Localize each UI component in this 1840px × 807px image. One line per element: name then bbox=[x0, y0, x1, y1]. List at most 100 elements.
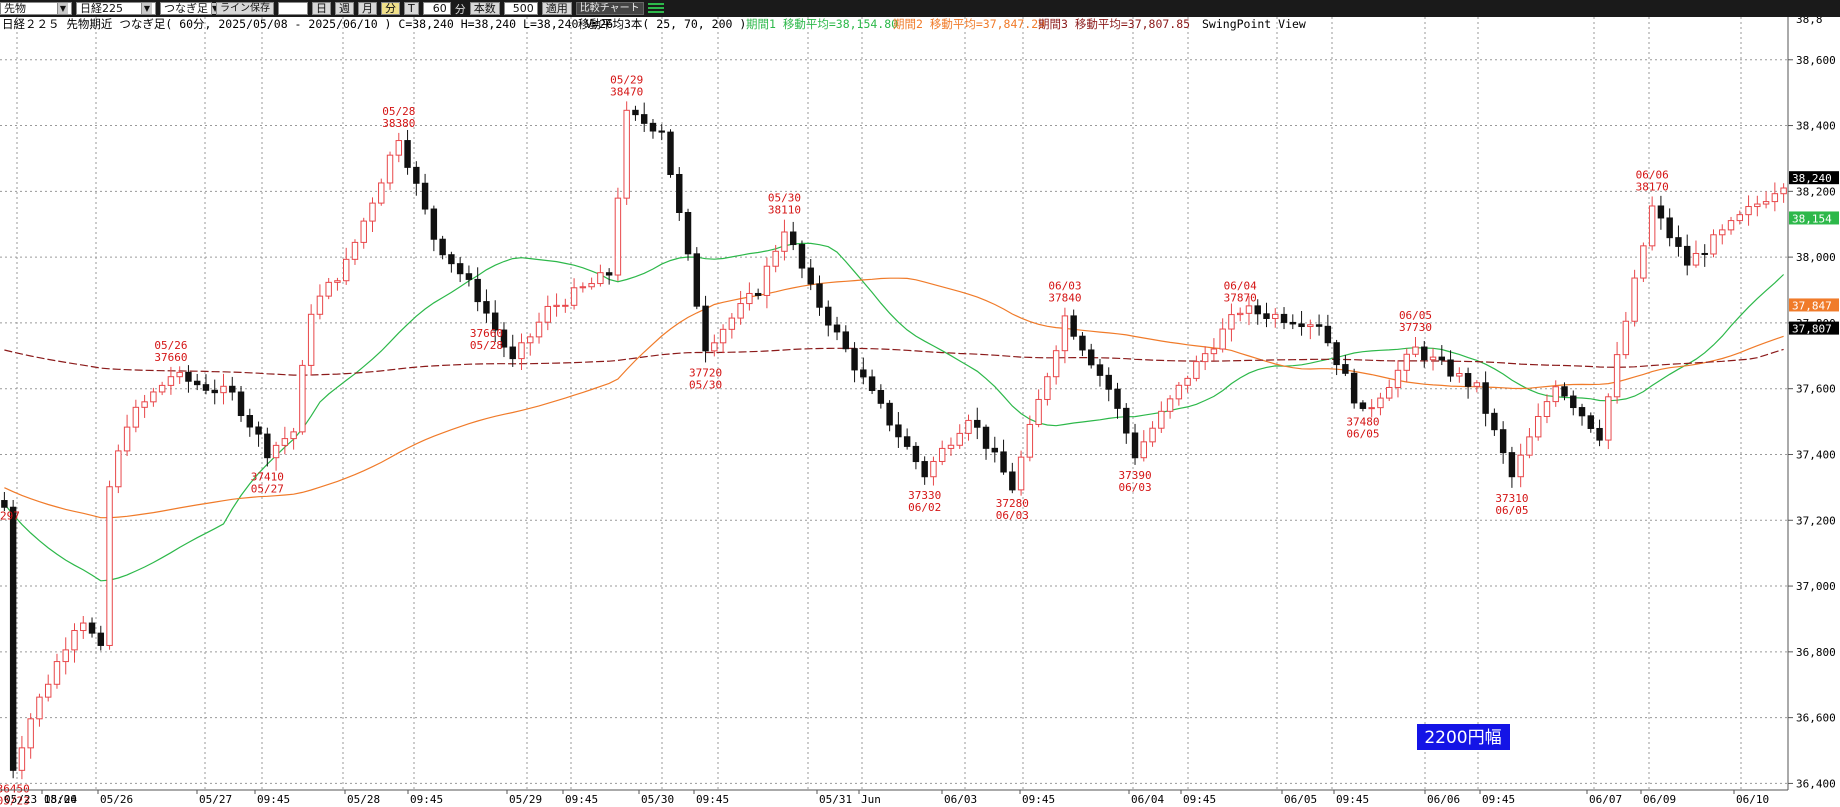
candle-down bbox=[649, 122, 657, 132]
period-month-button[interactable]: 月 bbox=[358, 2, 377, 15]
x-tick-label: 09:45 bbox=[1022, 793, 1055, 806]
candle-down bbox=[193, 380, 201, 386]
swing-low-value: 37480 bbox=[1346, 415, 1379, 428]
swing-high-date: 06/06 bbox=[1636, 168, 1669, 181]
candle-down bbox=[991, 447, 999, 453]
candle-up bbox=[299, 364, 306, 433]
x-tick-label: 05/26 bbox=[100, 793, 133, 806]
y-tick-label: 37,200 bbox=[1796, 514, 1836, 527]
candle-up bbox=[53, 661, 61, 685]
candle-down bbox=[1570, 395, 1577, 409]
chart-kind-select[interactable]: つなぎ足▼ bbox=[160, 2, 219, 15]
apply-button[interactable]: 適用 bbox=[541, 2, 572, 15]
period-minute-button[interactable]: 分 bbox=[381, 2, 400, 15]
swing-high-value: 38170 bbox=[1636, 180, 1669, 193]
candle-up bbox=[1456, 373, 1463, 377]
x-tick-label: 06/07 bbox=[1589, 793, 1622, 806]
candle-down bbox=[1359, 402, 1367, 409]
candle-down bbox=[1683, 245, 1691, 266]
candle-up bbox=[719, 328, 727, 344]
x-tick-label: 05/29 bbox=[509, 793, 542, 806]
candle-down bbox=[982, 426, 990, 449]
candle-down bbox=[1254, 305, 1261, 315]
candle-up bbox=[930, 460, 937, 478]
candle-up bbox=[150, 391, 157, 403]
range-badge-box bbox=[1417, 724, 1510, 750]
candle-down bbox=[1280, 313, 1288, 323]
swing-high-value: 38380 bbox=[382, 117, 415, 130]
y-tick-label: 38,600 bbox=[1796, 54, 1836, 67]
y-tick-label: 38,200 bbox=[1796, 185, 1836, 198]
swing-high-date: 05/28 bbox=[382, 105, 415, 118]
swing-high-date: 06/05 bbox=[1399, 309, 1432, 322]
left-edge-clipped-label: 297 bbox=[0, 509, 20, 522]
candle-up bbox=[1736, 214, 1744, 222]
candle-down bbox=[974, 419, 981, 428]
candle-down bbox=[456, 263, 464, 275]
x-tick-label: 05/31 bbox=[819, 793, 852, 806]
candle-up bbox=[334, 280, 341, 283]
candle-up bbox=[351, 241, 359, 260]
period-value-input[interactable] bbox=[278, 2, 308, 15]
candle-down bbox=[912, 445, 920, 463]
count-input[interactable]: 500 bbox=[503, 2, 538, 15]
chevron-down-icon: ▼ bbox=[211, 3, 219, 14]
price-tag-last bbox=[1789, 171, 1839, 185]
candle-up bbox=[1692, 252, 1700, 266]
header-info: 日経２２５ 先物期近 つなぎ足( 60分, 2025/05/08 - 2025/… bbox=[2, 17, 613, 31]
candle-up bbox=[369, 202, 376, 222]
header-ma3: 期間3 移動平均=37,807.85 bbox=[1038, 17, 1190, 31]
candle-up bbox=[62, 649, 69, 663]
candle-up bbox=[1193, 361, 1200, 379]
candle-down bbox=[474, 278, 481, 303]
candle-up bbox=[1026, 423, 1034, 458]
candle-up bbox=[1719, 229, 1726, 236]
swing-low-date: 05/27 bbox=[251, 482, 284, 495]
candle-down bbox=[1499, 429, 1507, 454]
candle-down bbox=[1087, 349, 1095, 366]
x-tick-label: 09:45 bbox=[410, 793, 443, 806]
swing-low-date: 05/28 bbox=[470, 339, 503, 352]
bars-icon[interactable] bbox=[647, 2, 664, 15]
chart-kind-value: つなぎ足 bbox=[164, 2, 208, 15]
swing-low-value: 36450 bbox=[0, 782, 30, 795]
candle-up bbox=[1613, 354, 1621, 398]
header-ma-title: 移動平均3本( 25, 70, 200 ) bbox=[578, 17, 746, 31]
candle-up bbox=[360, 220, 367, 243]
period-week-button[interactable]: 週 bbox=[335, 2, 354, 15]
candle-up bbox=[553, 304, 560, 307]
swing-high-value: 37730 bbox=[1399, 321, 1432, 334]
swing-high-value: 38110 bbox=[768, 204, 801, 217]
candle-down bbox=[1491, 412, 1498, 431]
candle-up bbox=[1140, 441, 1148, 459]
period-day-button[interactable]: 日 bbox=[312, 2, 331, 15]
candle-up bbox=[781, 231, 788, 252]
candle-up bbox=[1035, 398, 1042, 425]
candlestick-chart[interactable]: 3645005/2305/26376603741005/2705/2838380… bbox=[0, 17, 1840, 807]
candle-down bbox=[702, 305, 709, 352]
symbol-select[interactable]: 日経225 ▼ bbox=[76, 2, 156, 15]
x-tick-label: 09:45 bbox=[1183, 793, 1216, 806]
interval-input[interactable]: 60 bbox=[422, 2, 451, 15]
market-select[interactable]: 先物 ▼ bbox=[0, 2, 72, 15]
period-tick-button[interactable]: T bbox=[404, 2, 419, 15]
candle-down bbox=[211, 389, 218, 394]
candle-up bbox=[1622, 320, 1630, 356]
candle-up bbox=[272, 444, 280, 459]
candle-down bbox=[676, 173, 683, 213]
candle-up bbox=[544, 305, 552, 323]
candle-up bbox=[1175, 384, 1183, 400]
save-line-button[interactable]: ライン保存 bbox=[216, 2, 274, 15]
candle-up bbox=[325, 281, 332, 297]
candle-up bbox=[746, 292, 753, 305]
candle-up bbox=[1552, 386, 1559, 403]
candle-up bbox=[106, 486, 113, 646]
compare-chart-button[interactable]: 比較チャート bbox=[575, 2, 644, 15]
swing-low-date: 06/02 bbox=[908, 501, 941, 514]
candle-up bbox=[342, 258, 350, 282]
y-tick-label: 37,400 bbox=[1796, 448, 1836, 461]
candle-up bbox=[1780, 187, 1787, 195]
candle-up bbox=[1640, 245, 1647, 279]
candle-up bbox=[1017, 456, 1025, 491]
candle-down bbox=[264, 433, 271, 459]
